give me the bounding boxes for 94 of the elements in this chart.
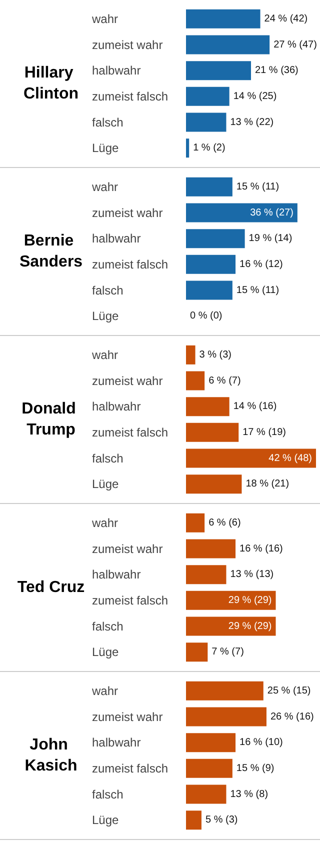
data-label: 21 % (36) <box>255 65 298 76</box>
y-tick-label: halbwahr <box>92 64 141 78</box>
y-tick-label: zumeist wahr <box>92 542 163 556</box>
bar <box>186 86 230 106</box>
data-label: 26 % (16) <box>270 711 314 722</box>
bar <box>186 229 245 248</box>
data-label: 17 % (19) <box>242 426 286 438</box>
y-tick-label: falsch <box>92 283 124 298</box>
data-label: 0 % (0) <box>190 310 222 322</box>
data-label: 1 % (2) <box>193 142 226 154</box>
y-tick-label: Lüge <box>92 309 120 324</box>
bar <box>186 642 208 662</box>
y-tick-label: zumeist falsch <box>92 89 168 104</box>
y-tick-label: falsch <box>92 787 124 802</box>
data-label: 14 % (16) <box>233 401 277 412</box>
data-label: 15 % (11) <box>236 284 280 296</box>
bar <box>186 565 226 584</box>
y-tick-label: Lüge <box>92 477 120 492</box>
bar <box>186 513 205 532</box>
bar <box>186 733 236 752</box>
y-tick-label: wahr <box>91 684 118 698</box>
data-label: 3 % (3) <box>199 349 232 360</box>
bar <box>186 177 232 196</box>
bar <box>186 422 239 442</box>
y-tick-label: Lüge <box>92 813 120 828</box>
data-label: 16 % (12) <box>240 258 283 270</box>
bar <box>186 474 242 494</box>
bar <box>186 138 190 158</box>
data-label: 13 % (22) <box>230 116 274 128</box>
bar <box>186 371 205 390</box>
text: Donald Trump <box>22 400 80 438</box>
data-label: 13 % (13) <box>230 569 274 580</box>
text: Hillary Clinton <box>23 64 79 102</box>
data-label: 5 % (3) <box>205 814 238 826</box>
bar <box>186 9 260 28</box>
bar <box>186 61 251 80</box>
bar <box>186 758 232 778</box>
bar <box>186 448 316 468</box>
bar <box>186 616 276 636</box>
text: Bernie Sanders <box>19 232 83 270</box>
bar <box>186 810 202 830</box>
bar <box>186 707 266 726</box>
y-tick-label: zumeist wahr <box>92 710 163 724</box>
y-tick-label: halbwahr <box>92 232 141 246</box>
data-label: 24 % (42) <box>264 13 308 24</box>
y-tick-label: zumeist wahr <box>92 206 163 220</box>
data-label: 18 % (21) <box>246 478 290 490</box>
y-tick-label: zumeist falsch <box>92 761 168 776</box>
bar <box>186 254 236 274</box>
data-label: 13 % (8) <box>230 788 268 800</box>
bar <box>186 280 232 300</box>
data-label: 14 % (25) <box>233 90 277 102</box>
y-tick-label: falsch <box>92 451 124 466</box>
data-label: 19 % (14) <box>248 233 292 244</box>
bar <box>186 35 270 54</box>
y-tick-label: wahr <box>91 180 118 194</box>
y-tick-label: zumeist wahr <box>92 38 163 52</box>
data-label: 16 % (10) <box>240 737 283 748</box>
data-label: 29 % (29) <box>228 594 272 606</box>
bar <box>186 203 298 222</box>
y-tick-label: wahr <box>91 12 118 26</box>
y-tick-label: zumeist wahr <box>92 374 163 388</box>
y-tick-label: Lüge <box>92 645 120 660</box>
y-tick-label: Lüge <box>92 141 120 156</box>
bar <box>186 681 264 700</box>
y-tick-label: falsch <box>92 619 124 634</box>
y-tick-label: zumeist falsch <box>92 593 168 608</box>
y-tick-label: halbwahr <box>92 568 141 582</box>
data-label: 25 % (15) <box>267 685 311 696</box>
y-tick-label: wahr <box>91 516 118 530</box>
bar <box>186 112 226 132</box>
data-label: 27 % (47) <box>274 39 317 50</box>
y-tick-label: wahr <box>91 348 118 362</box>
data-label: 6 % (6) <box>208 517 241 528</box>
data-label: 36 % (27) <box>250 207 294 218</box>
data-label: 42 % (48) <box>268 452 312 464</box>
data-label: 7 % (7) <box>212 646 244 658</box>
data-label: 15 % (11) <box>236 181 280 192</box>
y-tick-label: halbwahr <box>92 736 141 750</box>
y-tick-label: halbwahr <box>92 400 141 414</box>
text: Ted Cruz <box>17 579 85 596</box>
data-label: 6 % (7) <box>208 375 241 386</box>
data-label: 29 % (29) <box>228 620 272 632</box>
y-tick-label: zumeist falsch <box>92 257 168 272</box>
text: John Kasich <box>24 736 78 774</box>
bar <box>186 539 236 558</box>
bar <box>186 397 230 416</box>
y-tick-label: falsch <box>92 115 124 130</box>
data-label: 15 % (9) <box>236 762 274 774</box>
bar <box>186 345 196 364</box>
bar <box>186 784 226 804</box>
y-tick-label: zumeist falsch <box>92 425 168 440</box>
data-label: 16 % (16) <box>240 543 283 554</box>
bar <box>186 590 276 610</box>
